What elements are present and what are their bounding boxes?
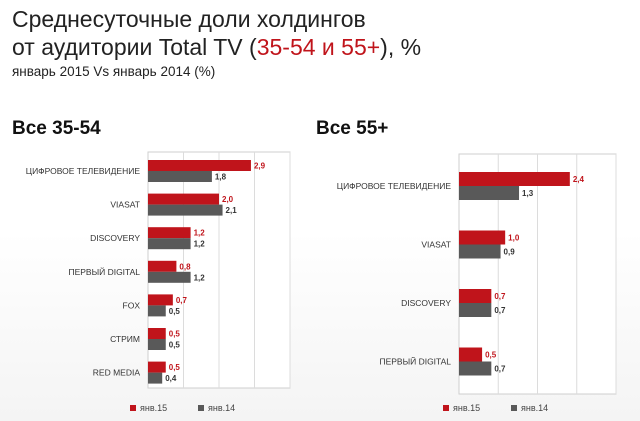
data-label: 2,0	[222, 195, 234, 204]
bar-jan15	[148, 328, 166, 339]
data-label: 0,7	[494, 306, 506, 315]
bar-jan14	[148, 339, 166, 350]
data-label: 2,9	[254, 162, 266, 171]
bar-jan15	[148, 294, 173, 306]
data-label: 2,1	[226, 206, 238, 215]
bar-jan15	[148, 160, 251, 171]
bar-jan14	[459, 244, 501, 259]
bar-jan14	[148, 238, 191, 250]
category-label: VIASAT	[110, 200, 140, 210]
legend-swatch	[511, 405, 517, 411]
bar-jan14	[148, 271, 191, 283]
category-label: FOX	[123, 300, 141, 310]
data-label: 0,5	[485, 351, 497, 360]
data-label: 0,7	[494, 365, 506, 374]
slide-title-line-1: Среднесуточные доли холдингов	[12, 6, 366, 32]
data-label: 2,4	[573, 175, 585, 184]
category-label: VIASAT	[421, 240, 451, 250]
category-label: DISCOVERY	[401, 298, 451, 308]
category-label: СТРИМ	[110, 334, 140, 344]
chart-title-35-54: Все 35-54	[12, 118, 101, 139]
data-label: 1,8	[215, 173, 227, 182]
bar-jan15	[459, 172, 570, 186]
data-label: 0,5	[169, 330, 181, 339]
bar-jan14	[148, 372, 163, 384]
category-label: ПЕРВЫЙ DIGITAL	[379, 356, 451, 367]
legend-label: янв.15	[453, 403, 480, 413]
legend-label: янв.14	[208, 403, 235, 413]
title-text: от аудитории Total TV (	[12, 34, 257, 60]
bar-jan14	[459, 303, 492, 317]
data-label: 0,5	[169, 341, 181, 350]
category-label: ЦИФРОВОЕ ТЕЛЕВИДЕНИЕ	[337, 181, 452, 191]
bar-jan15	[459, 289, 492, 303]
bar-jan14	[148, 171, 212, 182]
title-text-suffix: ), %	[380, 34, 422, 60]
bar-jan14	[459, 186, 520, 200]
bar-jan15	[148, 227, 191, 239]
legend-swatch	[198, 405, 204, 411]
data-label: 0,5	[169, 307, 181, 316]
data-label: 0,5	[169, 363, 181, 372]
category-label: RED MEDIA	[93, 368, 141, 378]
bar-jan14	[459, 361, 492, 376]
chart-title-55-plus: Все 55+	[316, 118, 389, 139]
slide-subtitle: январь 2015 Vs январь 2014 (%)	[12, 64, 216, 79]
data-label: 1,0	[508, 234, 520, 243]
category-label: ЦИФРОВОЕ ТЕЛЕВИДЕНИЕ	[26, 166, 141, 176]
data-label: 0,8	[179, 262, 191, 271]
data-label: 0,4	[165, 374, 177, 383]
bar-jan15	[148, 361, 166, 373]
data-label: 0,9	[504, 248, 516, 257]
bar-jan14	[148, 305, 166, 317]
bar-jan15	[459, 230, 506, 245]
data-label: 1,2	[194, 240, 206, 249]
bar-jan14	[148, 204, 223, 216]
bar-jan15	[148, 193, 219, 205]
bar-jan15	[459, 347, 483, 362]
title-highlight: 35-54 и 55+	[256, 34, 381, 60]
data-label: 1,2	[194, 229, 206, 238]
category-label: ПЕРВЫЙ DIGITAL	[68, 266, 140, 277]
data-label: 0,7	[494, 292, 506, 301]
data-label: 1,3	[522, 189, 534, 198]
data-label: 0,7	[176, 296, 188, 305]
legend-label: янв.15	[140, 403, 167, 413]
legend-swatch	[443, 405, 449, 411]
category-label: DISCOVERY	[90, 233, 140, 243]
slide-title-line-2: от аудитории Total TV (35-54 и 55+), %	[12, 34, 421, 60]
legend-label: янв.14	[521, 403, 548, 413]
bar-jan15	[148, 260, 177, 272]
legend-swatch	[130, 405, 136, 411]
data-label: 1,2	[194, 273, 206, 282]
